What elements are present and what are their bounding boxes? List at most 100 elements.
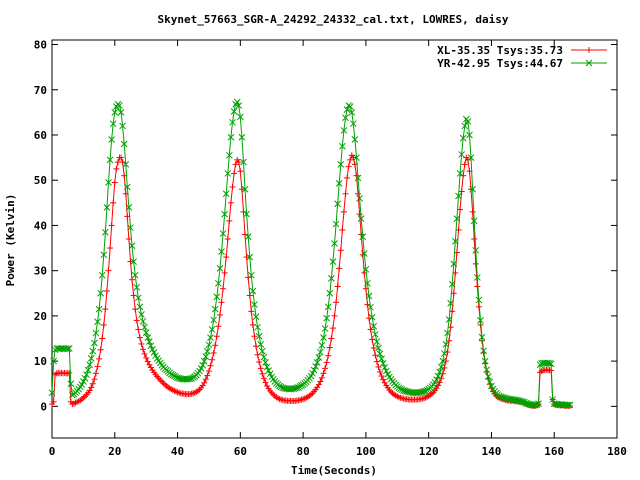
data-point [83, 371, 90, 379]
data-point [226, 217, 233, 224]
data-point [342, 114, 349, 122]
data-point [469, 185, 476, 193]
data-point [460, 172, 467, 179]
data-point [54, 345, 62, 352]
data-point [265, 367, 272, 374]
data-point [375, 344, 382, 352]
data-point [136, 334, 143, 341]
data-point [346, 103, 354, 110]
data-point [131, 271, 139, 279]
plot-frame [51, 39, 618, 439]
data-point [323, 359, 330, 366]
data-point [439, 357, 447, 365]
data-point [259, 370, 266, 377]
data-point [331, 312, 338, 319]
data-point [334, 200, 341, 208]
data-point [442, 358, 449, 365]
data-point [332, 220, 340, 228]
data-point [326, 344, 333, 351]
data-point [329, 325, 336, 332]
data-point [447, 299, 454, 307]
data-point [145, 338, 153, 346]
data-point [100, 251, 108, 259]
data-point [312, 363, 320, 370]
data-point [136, 303, 144, 311]
data-point [97, 346, 104, 353]
data-point [262, 379, 269, 386]
data-point [258, 347, 266, 355]
data-point [207, 334, 214, 341]
data-point [218, 299, 225, 306]
data-point [458, 151, 465, 158]
data-point [353, 154, 360, 161]
data-point [50, 398, 57, 405]
data-point [376, 350, 384, 358]
data-point [488, 382, 495, 390]
data-point [231, 170, 238, 177]
data-point [106, 156, 114, 164]
data-point [119, 159, 126, 166]
data-point [335, 180, 343, 187]
data-point [378, 373, 385, 380]
data-point [127, 258, 134, 265]
data-point [120, 140, 128, 148]
data-point [219, 230, 227, 237]
x-tick-label: 120 [419, 445, 439, 458]
data-point [130, 258, 137, 265]
series-layer [48, 98, 574, 409]
data-point [86, 387, 93, 394]
data-point [48, 389, 56, 397]
legend: XL-35.35 Tsys:35.73 YR-42.95 Tsys:44.67 [437, 44, 607, 70]
data-point [210, 349, 217, 356]
data-point [324, 303, 332, 311]
data-point [102, 228, 109, 236]
data-point [84, 366, 92, 374]
data-point [113, 165, 120, 172]
data-point [365, 292, 373, 300]
data-point [370, 322, 378, 330]
data-point [441, 350, 448, 357]
data-point [65, 345, 73, 352]
data-point [333, 299, 340, 306]
data-point [260, 353, 268, 361]
data-point [248, 308, 255, 315]
data-point [107, 245, 114, 252]
data-point [379, 360, 387, 367]
y-tick-label: 70 [34, 84, 47, 97]
data-point [377, 368, 384, 375]
data-point [241, 185, 249, 193]
data-point [87, 355, 95, 362]
data-point [230, 108, 238, 115]
data-point [317, 348, 324, 356]
data-point [453, 215, 461, 223]
y-tick-label: 50 [34, 174, 47, 187]
data-point [317, 378, 324, 385]
data-point [128, 242, 136, 250]
data-point [238, 133, 246, 141]
data-point [469, 208, 476, 215]
data-point [360, 250, 368, 257]
data-point [585, 59, 593, 67]
data-point [200, 357, 208, 365]
data-point [445, 316, 453, 323]
data-point [245, 274, 252, 281]
data-point [464, 156, 471, 163]
data-point [254, 323, 261, 331]
data-point [210, 316, 218, 324]
data-point [372, 352, 379, 359]
data-point [433, 376, 440, 384]
data-point [91, 339, 98, 347]
data-point [435, 382, 442, 389]
series-line [51, 154, 570, 407]
data-point [62, 345, 70, 352]
data-point [135, 326, 142, 333]
data-point [86, 361, 94, 369]
data-point [566, 401, 574, 409]
data-point [213, 333, 220, 340]
data-point [547, 360, 555, 368]
data-point [373, 338, 381, 346]
data-point [560, 401, 567, 409]
data-point [103, 288, 110, 295]
x-tick-label: 180 [607, 445, 627, 458]
